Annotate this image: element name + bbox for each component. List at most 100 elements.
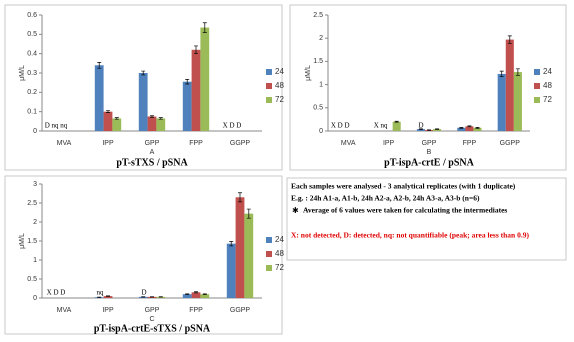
legend-label: 24 bbox=[275, 67, 284, 76]
legend-label: 72 bbox=[275, 95, 284, 104]
x-tick-label: IPP bbox=[383, 140, 395, 147]
y-tick-label: 2 bbox=[319, 35, 323, 42]
x-tick-label: GPP bbox=[145, 140, 160, 147]
error-bar bbox=[459, 126, 464, 129]
status-label: D bbox=[141, 289, 146, 297]
legend-label: 72 bbox=[275, 263, 284, 272]
bar bbox=[94, 65, 104, 131]
error-bar bbox=[141, 70, 146, 76]
legend-swatch bbox=[266, 97, 272, 103]
legend-swatch bbox=[266, 237, 272, 243]
bar bbox=[457, 127, 466, 131]
legend-label: 48 bbox=[543, 81, 552, 90]
bar bbox=[112, 118, 122, 131]
y-tick-label: 2.5 bbox=[27, 200, 37, 207]
legend-swatch bbox=[266, 83, 272, 89]
bar bbox=[235, 197, 245, 298]
y-tick-label: 0.5 bbox=[313, 105, 323, 112]
status-label: D bbox=[418, 122, 423, 130]
status-label: X D D bbox=[331, 122, 350, 130]
bar bbox=[147, 116, 157, 131]
bar bbox=[138, 296, 148, 298]
y-tick-label: 0.1 bbox=[27, 109, 37, 116]
panel-label: C bbox=[149, 316, 154, 323]
legend-label: 48 bbox=[275, 81, 284, 90]
y-tick-label: 1.5 bbox=[27, 238, 37, 245]
legend-swatch bbox=[266, 251, 272, 257]
panel-frame bbox=[289, 4, 567, 171]
status-label: nq bbox=[97, 289, 105, 297]
error-bar bbox=[158, 117, 163, 120]
error-bar bbox=[150, 115, 154, 118]
error-bar bbox=[229, 241, 234, 247]
bar bbox=[103, 296, 113, 298]
note-legend: X: not detected, D: detected, nq: not qu… bbox=[291, 231, 529, 240]
x-tick-label: MVA bbox=[57, 140, 72, 147]
y-tick-label: 2 bbox=[33, 219, 37, 226]
panel-label: A bbox=[150, 149, 155, 156]
legend-label: 72 bbox=[543, 95, 552, 104]
y-axis-label: μM/L bbox=[305, 65, 312, 81]
error-bar bbox=[475, 126, 480, 129]
notes-box bbox=[286, 177, 567, 261]
bar bbox=[147, 296, 157, 298]
x-tick-label: FPP bbox=[189, 140, 203, 147]
y-tick-label: 1 bbox=[319, 81, 323, 88]
bar bbox=[416, 129, 425, 131]
legend-swatch bbox=[266, 69, 272, 75]
legend-label: 24 bbox=[275, 235, 284, 244]
error-bar bbox=[185, 293, 190, 295]
error-bar bbox=[507, 35, 512, 44]
x-tick-label: IPP bbox=[102, 140, 114, 147]
legend-label: 24 bbox=[543, 67, 552, 76]
status-label: D nq nq bbox=[45, 122, 68, 130]
bar bbox=[244, 213, 254, 298]
x-tick-label: GPP bbox=[422, 140, 437, 147]
status-label: X D D bbox=[47, 289, 66, 297]
bar bbox=[497, 73, 506, 131]
error-bar bbox=[194, 45, 198, 55]
chart-title: pT-sTXS / pSNA bbox=[116, 157, 188, 168]
x-tick-label: FPP bbox=[189, 307, 203, 314]
bar bbox=[465, 126, 474, 131]
note-line: Each samples were analysed - 3 analytica… bbox=[291, 182, 516, 191]
bar bbox=[226, 243, 236, 298]
error-bar bbox=[114, 117, 119, 120]
bar bbox=[156, 118, 166, 131]
bar bbox=[182, 294, 192, 298]
bar bbox=[473, 127, 482, 131]
legend-swatch bbox=[266, 265, 272, 271]
y-tick-label: 0.5 bbox=[27, 31, 37, 38]
error-bar bbox=[202, 293, 207, 295]
x-tick-label: GPP bbox=[145, 307, 160, 314]
x-tick-label: MVA bbox=[57, 307, 72, 314]
error-bar bbox=[467, 125, 472, 128]
y-tick-label: 0.6 bbox=[27, 12, 37, 19]
bar bbox=[182, 81, 192, 131]
bar bbox=[138, 73, 148, 131]
x-tick-label: IPP bbox=[102, 307, 114, 314]
bar bbox=[156, 296, 166, 298]
y-tick-label: 0.4 bbox=[27, 51, 37, 58]
x-tick-label: GGPP bbox=[500, 140, 521, 147]
y-tick-label: 0.5 bbox=[27, 276, 37, 283]
status-label: X D D bbox=[223, 122, 242, 130]
error-bar bbox=[185, 79, 190, 85]
panel-label: B bbox=[427, 149, 432, 156]
bar bbox=[191, 49, 201, 131]
legend-swatch bbox=[534, 69, 540, 75]
error-bar bbox=[97, 62, 102, 69]
note-line: Average of 6 values were taken for calcu… bbox=[303, 206, 507, 215]
x-tick-label: MVA bbox=[341, 140, 356, 147]
bar bbox=[103, 111, 113, 131]
bar bbox=[200, 27, 210, 131]
y-axis-label: μM/L bbox=[19, 65, 26, 81]
y-tick-label: 0 bbox=[319, 128, 323, 135]
y-tick-label: 0.2 bbox=[27, 89, 37, 96]
x-tick-label: FPP bbox=[463, 140, 477, 147]
panel-frame bbox=[4, 175, 283, 335]
chart-title: pT-ispA-crtE-sTXS / pSNA bbox=[94, 323, 211, 334]
chart-title: pT-ispA-crtE / pSNA bbox=[384, 157, 474, 168]
error-bar bbox=[499, 70, 504, 78]
y-tick-label: 2.5 bbox=[313, 12, 323, 19]
